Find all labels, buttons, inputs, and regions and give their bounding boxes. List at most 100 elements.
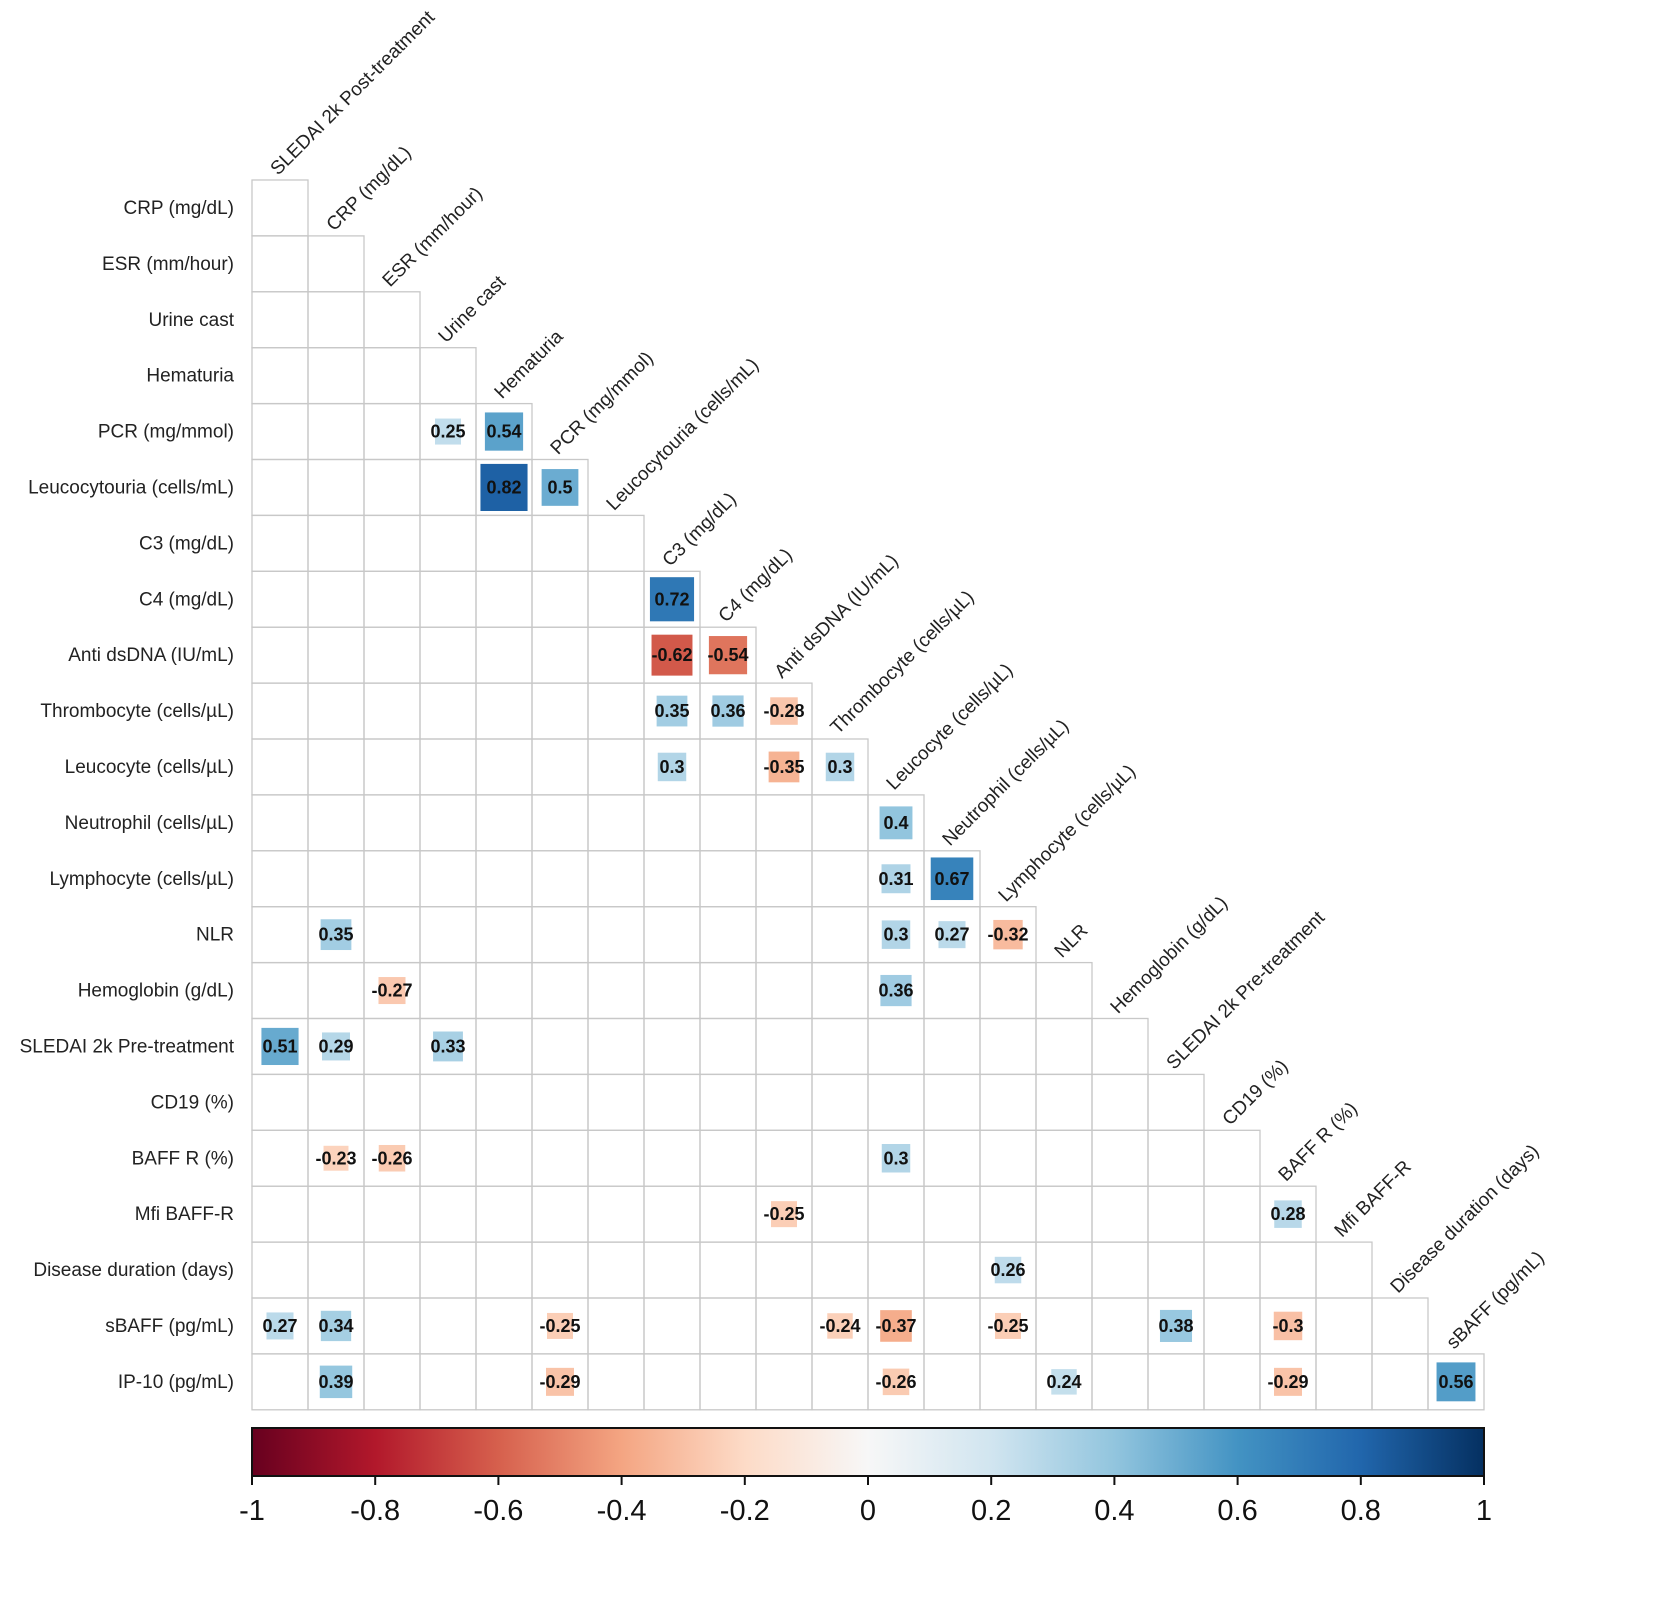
correlation-square [712,695,744,727]
grid-cell [587,850,645,908]
grid-cell [531,1073,589,1131]
grid-cell [755,906,813,964]
colorbar-tick-label: 0.4 [1094,1495,1134,1527]
row-label: Mfi BAFF-R [135,1204,234,1225]
correlation-square [651,634,693,676]
correlation-value: 0.38 [1158,1316,1193,1336]
correlation-square [827,1313,853,1339]
correlation-value: 0.28 [1270,1204,1305,1224]
grid-cell [1091,1017,1149,1076]
correlation-square [881,920,911,949]
grid-cell [643,1241,701,1299]
grid-cell [1147,1073,1205,1131]
grid-cell [419,850,477,908]
grid-cell [1035,1073,1093,1131]
grid-cell [867,1017,925,1076]
correlation-square [656,695,688,727]
grid-cell [363,794,421,852]
correlation-square [880,1310,912,1342]
row-label: sBAFF (pg/mL) [105,1316,234,1337]
colorbar-tick-label: -0.4 [597,1495,647,1527]
grid-cell [363,850,421,908]
grid-cell [475,1073,533,1131]
grid-cell [1091,1073,1149,1131]
correlation-square [484,412,524,451]
grid-cell [307,235,365,293]
grid-cell [587,1297,645,1355]
correlation-value: -0.26 [875,1372,916,1392]
grid-cell [1091,1185,1149,1243]
grid-cell [979,1073,1037,1131]
correlation-value: 0.31 [878,869,913,889]
correlation-value: -0.26 [371,1148,412,1168]
grid-cell [531,850,589,908]
grid-cell [419,1129,477,1187]
correlation-value: -0.25 [987,1316,1028,1336]
correlation-value: 0.25 [430,422,465,442]
grid-cell [307,682,365,740]
grid-cell [643,1017,701,1076]
correlation-square [881,1144,911,1173]
correlation-square [825,752,855,782]
correlation-value: 0.3 [883,925,908,945]
grid-cell [755,1353,813,1411]
correlation-value: 0.51 [262,1036,297,1056]
grid-cell [1091,1129,1149,1187]
grid-cell [699,1017,757,1076]
correlation-value: 0.33 [430,1036,465,1056]
heatmap-grid [251,179,1485,1411]
correlation-value: -0.3 [1272,1316,1303,1336]
grid-cell [419,1353,477,1411]
grid-cell [1427,1353,1485,1411]
correlation-value: 0.3 [659,757,684,777]
correlation-value: -0.35 [763,757,804,777]
grid-cell [307,291,365,349]
grid-cell [251,738,309,796]
grid-cell [587,626,645,684]
correlation-value: 0.29 [318,1036,353,1056]
colorbar-gradient [251,1427,1485,1477]
grid-cell [755,794,813,852]
grid-cell [1035,961,1093,1020]
grid-cell [531,794,589,852]
correlation-value: 0.3 [827,757,852,777]
colorbar-tick-label: 0 [860,1495,876,1527]
column-label: CD19 (%) [1219,1056,1293,1130]
correlation-value: 0.34 [318,1316,353,1336]
correlation-square [995,1312,1021,1339]
grid-cell [307,1185,365,1243]
grid-cell [643,1073,701,1131]
column-label: Hematuria [491,326,568,403]
grid-cell [811,1353,869,1411]
correlation-value: 0.36 [878,981,913,1001]
grid-cell [475,1297,533,1355]
correlation-square [320,919,352,951]
grid-cell [867,1185,925,1243]
correlation-square [321,1032,351,1061]
grid-cell [643,794,701,852]
correlation-square [882,1368,910,1396]
correlation-square [770,697,798,725]
grid-cell [419,738,477,796]
grid-cell [251,347,309,405]
correlation-square [378,977,406,1005]
grid-cell [363,570,421,628]
grid-cell [251,1241,309,1299]
row-label: ESR (mm/hour) [102,254,234,275]
grid-cell [475,961,533,1020]
correlation-value: 0.67 [934,869,969,889]
grid-cell [531,682,589,740]
correlation-square [261,1027,299,1066]
row-label: Neutrophil (cells/µL) [65,813,234,834]
row-label: Lymphocyte (cells/µL) [50,869,234,890]
grid-cell [699,1073,757,1131]
correlation-square [1273,1311,1303,1341]
grid-cell [867,1241,925,1299]
column-label: SLEDAI 2k Post-treatment [267,7,440,180]
grid-cell [979,1185,1037,1243]
correlation-square [1274,1200,1302,1228]
correlation-value: 0.4 [883,813,908,833]
grid-cell [307,850,365,908]
correlation-value: 0.82 [486,477,521,497]
